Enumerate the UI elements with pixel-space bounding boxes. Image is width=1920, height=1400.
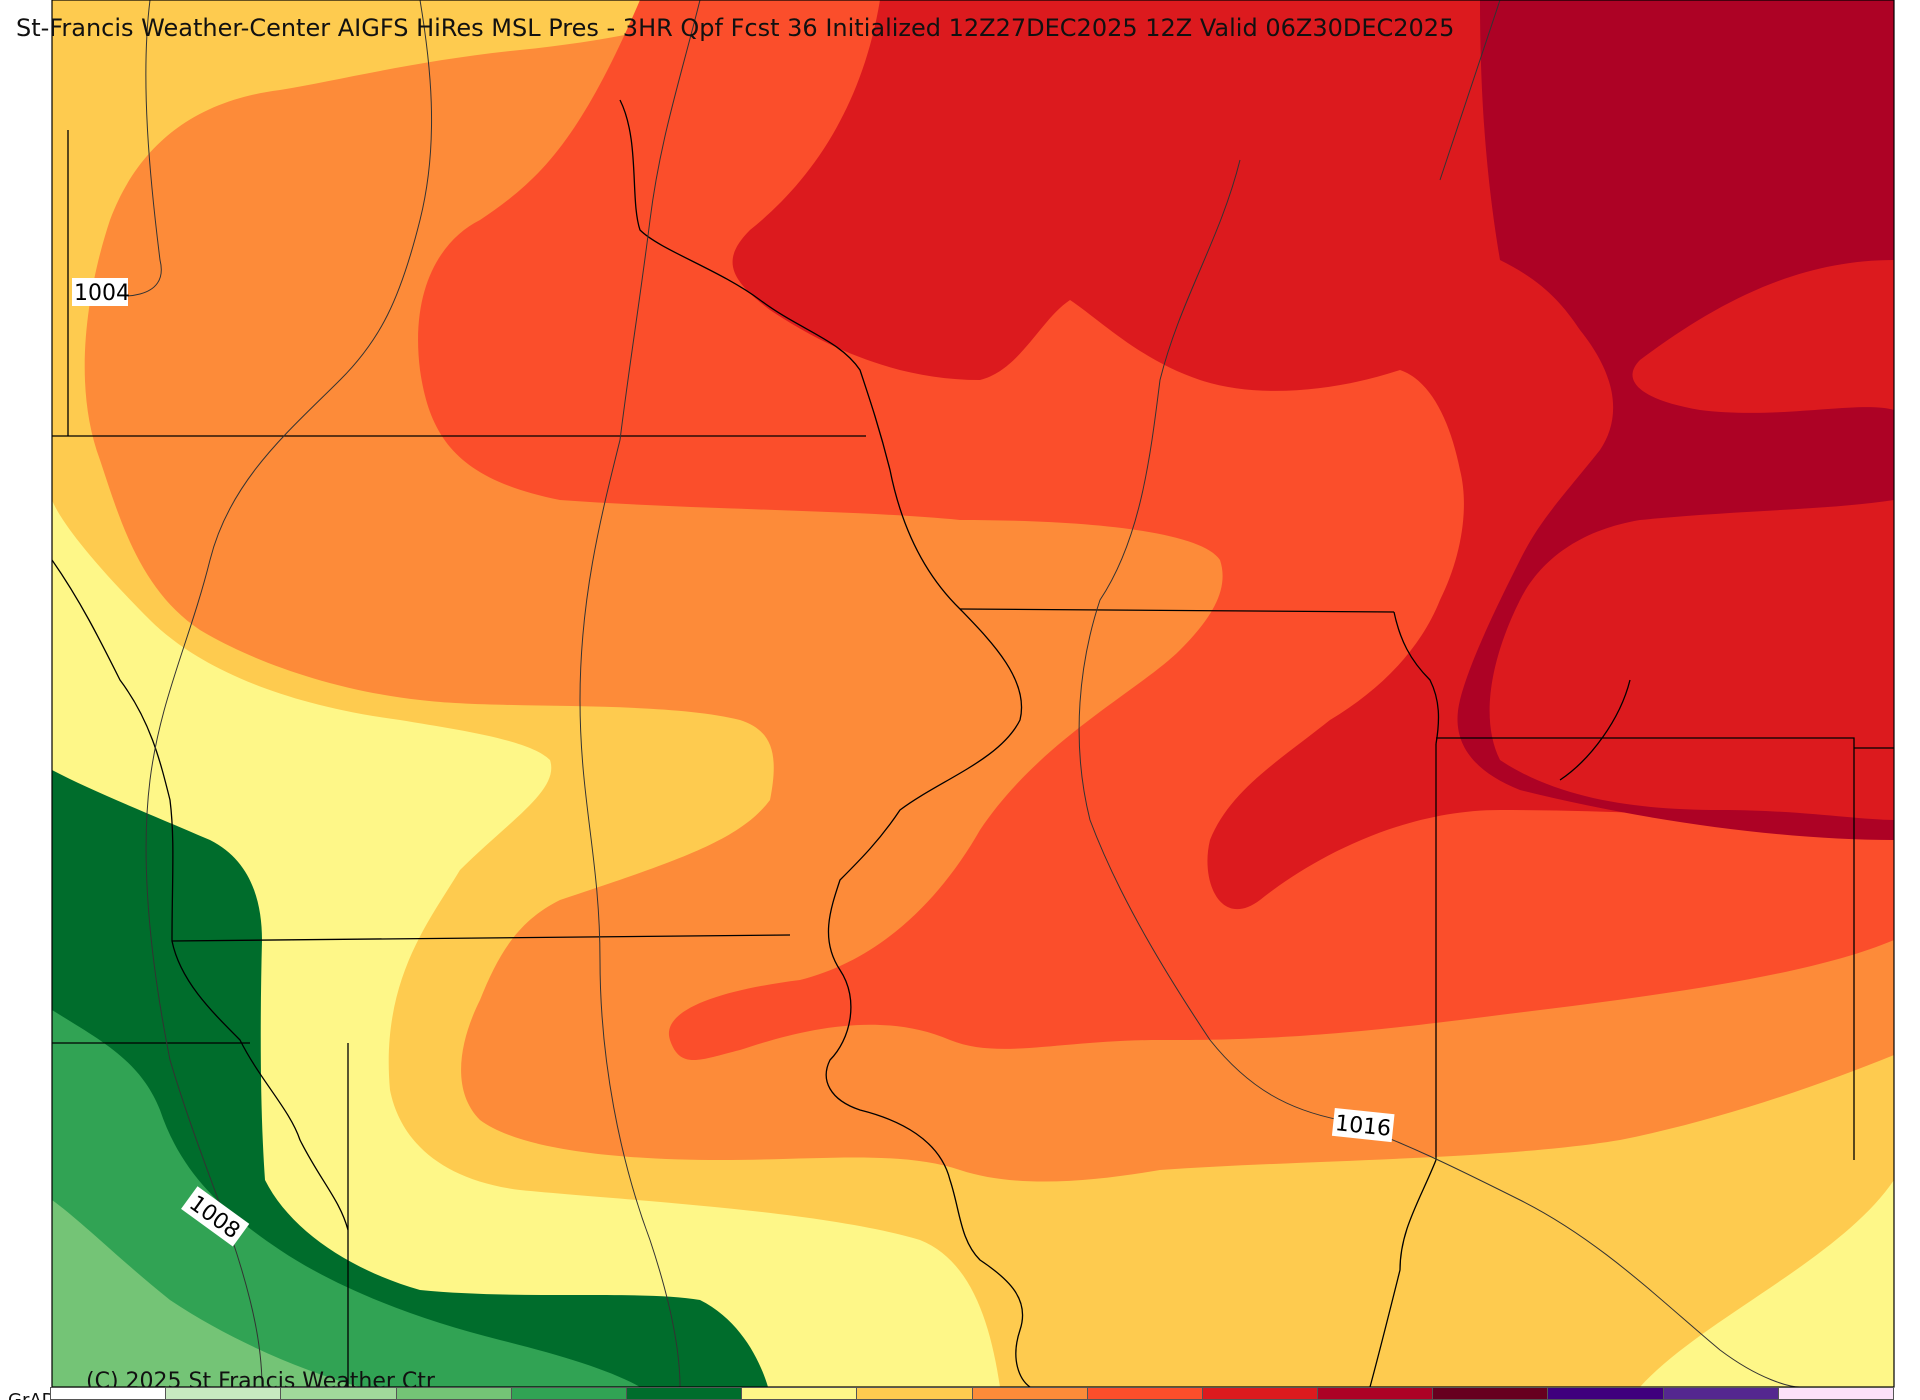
map-title: St-Francis Weather-Center AIGFS HiRes MS… <box>16 14 1455 42</box>
colorbar-swatch-8 <box>972 1388 1088 1399</box>
isobar-label-1016: 1016 <box>1331 1107 1395 1143</box>
field-crimson <box>1457 0 1894 840</box>
field-light-green <box>52 1200 360 1387</box>
colorbar-swatch-15 <box>1778 1388 1893 1399</box>
colorbar-swatch-11 <box>1318 1388 1434 1399</box>
colorbar-swatch-13 <box>1548 1388 1664 1399</box>
colorbar-swatch-6 <box>742 1388 858 1399</box>
colorbar-swatch-14 <box>1663 1388 1779 1399</box>
isobar-label-1004: 1004 <box>72 278 130 306</box>
colorbar-swatch-12 <box>1433 1388 1549 1399</box>
colorbar-swatch-3 <box>396 1388 512 1399</box>
colorbar-swatch-7 <box>857 1388 973 1399</box>
svg-text:1004: 1004 <box>74 281 130 306</box>
state-boundaries <box>52 99 1894 1387</box>
colorbar-legend <box>50 1387 1894 1400</box>
colorbar-swatch-2 <box>281 1388 397 1399</box>
colorbar-swatch-0 <box>51 1388 167 1399</box>
svg-text:1016: 1016 <box>1334 1111 1392 1142</box>
colorbar-swatch-1 <box>166 1388 282 1399</box>
colorbar-swatch-5 <box>626 1388 743 1399</box>
colorbar-swatch-9 <box>1087 1388 1203 1399</box>
field-green <box>52 1010 640 1387</box>
colorbar-swatch-4 <box>511 1388 627 1399</box>
colorbar-swatch-10 <box>1202 1388 1319 1399</box>
